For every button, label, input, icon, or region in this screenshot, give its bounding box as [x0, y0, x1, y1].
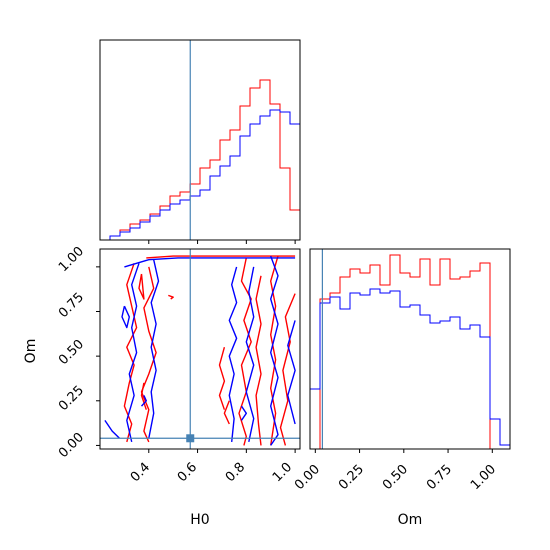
contour-line — [140, 382, 147, 410]
om-histogram-panel — [309, 248, 511, 453]
om-x-tick-label: 0.25 — [336, 462, 367, 493]
contour-line — [123, 263, 138, 443]
h0-x-axis-label: H0 — [190, 512, 209, 528]
contour-line — [218, 347, 226, 410]
joint-y-tick-label: 0.00 — [56, 430, 87, 461]
truth-marker — [186, 434, 195, 443]
contour-group — [104, 255, 296, 446]
joint-y-tick-label: 1.00 — [56, 244, 87, 275]
om-x-tick-label: 1.00 — [468, 462, 499, 493]
om-x-tick-label: 0.50 — [380, 462, 411, 493]
contour-line — [124, 257, 296, 268]
contour-line — [287, 320, 296, 425]
joint-y-tick-label: 0.75 — [56, 290, 87, 321]
contour-line — [148, 259, 160, 439]
om-x-axis-label: Om — [398, 512, 423, 528]
contour-line — [104, 420, 120, 439]
contour-line — [228, 266, 238, 442]
joint-x-tick-label: 0.4 — [128, 460, 153, 485]
contour-line — [238, 257, 252, 446]
joint-y-tick-label: 0.25 — [56, 383, 87, 414]
axes-frame — [99, 39, 301, 241]
contour-line — [140, 395, 148, 407]
axes-frame — [309, 248, 511, 450]
histogram-step-line — [100, 79, 301, 241]
contour-line — [140, 266, 157, 443]
histogram-step-line — [310, 254, 510, 450]
joint-y-tick-label: 0.50 — [56, 337, 87, 368]
contour-line — [270, 255, 279, 446]
joint-y-axis-label: Om — [23, 339, 39, 364]
om-x-tick-label: 0.00 — [292, 462, 323, 493]
contour-line — [245, 266, 255, 443]
axes-frame — [99, 248, 301, 450]
histogram-step-line — [100, 109, 301, 241]
joint-x-tick-label: 0.6 — [175, 460, 200, 485]
om-x-tick-label: 0.75 — [424, 462, 455, 493]
joint-x-tick-label: 1.0 — [270, 460, 295, 485]
histogram-step-line — [309, 288, 511, 449]
contour-line — [240, 405, 248, 421]
contour-line — [168, 294, 174, 300]
contour-line — [126, 263, 140, 443]
h0-histogram-panel — [99, 39, 301, 244]
joint-x-tick-label: 0.8 — [223, 460, 248, 485]
contour-line — [138, 273, 145, 300]
contour-line — [121, 305, 131, 329]
contour-line — [223, 400, 230, 425]
joint-contour-panel — [96, 248, 301, 453]
contour-line — [279, 293, 296, 446]
contour-line — [270, 255, 279, 446]
contour-line — [255, 275, 262, 446]
